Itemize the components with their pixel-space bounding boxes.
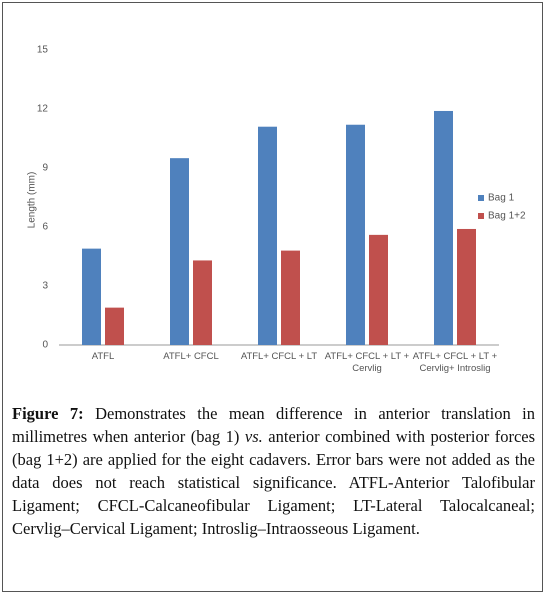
figure-frame	[2, 2, 543, 592]
caption-label: Figure 7:	[12, 404, 84, 423]
bar	[281, 250, 300, 345]
y-tick-label: 12	[37, 104, 49, 115]
x-tick-label: ATFL	[91, 351, 115, 362]
legend-swatch	[478, 195, 484, 201]
x-tick-label: ATFL+ CFCL + LT	[240, 351, 318, 362]
y-tick-label: 9	[42, 163, 48, 174]
y-tick-label: 15	[37, 45, 49, 56]
legend-swatch	[478, 213, 484, 219]
caption-text: Demonstrates the mean difference in ante…	[12, 404, 536, 446]
caption-emphasis: vs.	[244, 427, 263, 446]
x-tick-label: ATFL+ CFCL + LT + Cervlig+ Introslig	[412, 351, 498, 374]
bar	[193, 260, 212, 345]
y-axis-title: Length (mm)	[27, 172, 38, 229]
bar	[258, 126, 277, 345]
x-tick-label: ATFL+ CFCL + LT + Cervlig	[324, 351, 410, 374]
y-tick-label: 0	[42, 340, 48, 351]
bar	[105, 307, 124, 345]
caption-text: anterior combined with posterior forces …	[12, 427, 536, 538]
bar	[457, 228, 476, 345]
bar	[434, 110, 453, 345]
bar	[170, 158, 189, 345]
bar	[346, 124, 365, 345]
y-tick-label: 6	[42, 222, 48, 233]
chart: Length (mm) 0 3 6 9 12 15 Bag 1 Bag 1+2	[27, 45, 526, 351]
y-tick-label: 3	[42, 281, 48, 292]
legend-label: Bag 1	[488, 193, 515, 204]
bar	[369, 234, 388, 345]
legend-label: Bag 1+2	[488, 211, 526, 222]
caption: Figure 7: Demonstrates the mean differen…	[12, 402, 535, 540]
bar	[82, 248, 101, 345]
x-tick-label: ATFL+ CFCL	[163, 351, 219, 362]
